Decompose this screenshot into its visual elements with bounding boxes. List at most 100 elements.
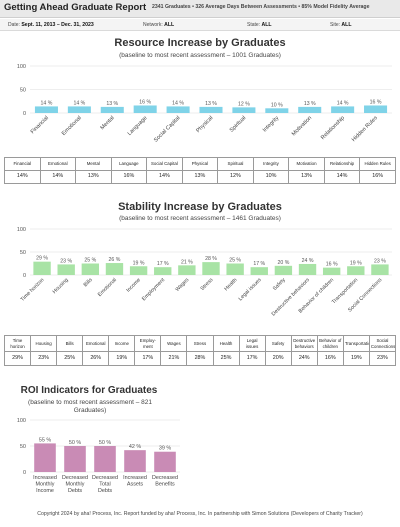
table-value-cell: 16%	[316, 351, 344, 366]
copyright-footer: Copyright 2024 by aha! Process, Inc. Rep…	[37, 511, 363, 517]
bar-decreased-benefits	[154, 451, 176, 472]
table-header-cell: Wages	[160, 335, 188, 352]
bar-decreased-total-debts	[94, 446, 116, 472]
bar-social-capital	[166, 106, 190, 113]
bar-income	[129, 266, 148, 275]
table-header-cell: Legal issues	[238, 335, 266, 352]
y-tick-label: 0	[23, 111, 26, 117]
table-header-cell: Health	[212, 335, 240, 352]
table-value-cell: 21%	[160, 351, 188, 366]
x-tick-label: Increased Assets	[123, 475, 147, 487]
data-label: 20 %	[277, 260, 289, 266]
x-tick-label: Social Capital	[153, 115, 181, 143]
table-value-cell: 13%	[75, 170, 112, 184]
table-value-cell: 14%	[39, 170, 77, 184]
table-header-cell: Time horizon	[3, 335, 32, 352]
stability-chart-subtitle: (baseline to most recent assessment – 14…	[119, 215, 281, 222]
y-tick-label: 50	[20, 250, 26, 256]
table-value-cell: 19%	[108, 351, 136, 366]
bar-bills	[81, 263, 100, 275]
site-filter-label: Site:	[330, 22, 341, 28]
x-tick-label: Physical	[195, 115, 214, 134]
state-filter[interactable]: State: ALL	[247, 22, 272, 28]
data-label: 13 %	[304, 101, 316, 107]
data-label: 10 %	[271, 102, 283, 108]
table-value-cell: 28%	[186, 351, 214, 366]
bar-relationship	[331, 106, 355, 113]
bar-destructive-behaviors	[298, 263, 317, 275]
table-header-cell: Destructive behaviors	[290, 335, 318, 352]
x-tick-label: Legal issues	[238, 277, 263, 302]
state-filter-value: ALL	[261, 22, 272, 28]
report-header: Getting Ahead Graduate Report 2341 Gradu…	[0, 0, 400, 18]
date-filter[interactable]: Date: Sept. 11, 2013 – Dec. 31, 2023	[8, 22, 94, 28]
x-tick-label: Decreased Total Debts	[92, 475, 118, 494]
table-header-cell: Hidden Rules	[359, 157, 396, 171]
x-tick-label: Wages	[175, 277, 191, 293]
y-tick-label: 100	[17, 227, 26, 233]
bar-time-horizon	[33, 261, 51, 275]
resource-chart-title: Resource Increase by Graduates	[114, 37, 286, 49]
y-tick-label: 100	[17, 418, 26, 424]
table-header-cell: Transportation	[342, 335, 370, 352]
table-value-cell: 10%	[252, 170, 290, 184]
bar-hidden-rules	[364, 105, 388, 113]
site-filter[interactable]: Site: ALL	[330, 22, 352, 28]
bar-health	[226, 263, 244, 275]
table-header-cell: Bills	[56, 335, 84, 352]
data-label: 39 %	[159, 446, 171, 452]
data-label: 29 %	[36, 256, 48, 262]
table-header-cell: Social Capital	[146, 157, 183, 171]
roi-bar-chart: 0 50 100 55 % Increased Monthly Income 50 % Decr…	[17, 418, 180, 494]
resource-chart-subtitle: (baseline to most recent assessment – 10…	[119, 52, 281, 59]
table-value-cell: 19%	[342, 351, 370, 366]
table-header-cell: Spiritual	[217, 157, 254, 171]
table-header-cell: Safety	[264, 335, 292, 352]
data-label: 14 %	[172, 100, 184, 106]
x-tick-label: Relationship	[320, 115, 346, 141]
table-value-cell: 25%	[56, 351, 84, 366]
data-label: 50 %	[69, 440, 81, 446]
data-label: 13 %	[205, 101, 217, 107]
data-label: 42 %	[129, 444, 141, 450]
y-tick-label: 0	[23, 470, 26, 476]
table-header-cell: Motivation	[288, 157, 325, 171]
stability-chart-title: Stability Increase by Graduates	[118, 201, 282, 213]
table-header-cell: Behavior of children	[316, 335, 344, 352]
x-tick-label: Health	[223, 277, 238, 292]
bar-employment	[154, 267, 172, 275]
table-value-cell: 12%	[217, 170, 254, 184]
network-filter[interactable]: Network: ALL	[143, 22, 174, 28]
table-header-cell: Relationship	[323, 157, 361, 171]
x-tick-label: Income	[125, 277, 142, 294]
data-label: 13 %	[106, 101, 118, 107]
data-label: 19 %	[133, 260, 145, 266]
data-label: 17 %	[157, 261, 169, 267]
bar-wages	[178, 265, 196, 275]
y-tick-label: 50	[20, 444, 26, 450]
table-value-cell: 13%	[181, 170, 219, 184]
data-label: 16 %	[326, 262, 338, 268]
bar-mental	[100, 106, 124, 113]
data-label: 17 %	[253, 261, 265, 267]
table-value-cell: 20%	[264, 351, 292, 366]
y-tick-label: 100	[17, 64, 26, 70]
stability-table: Time horizon Housing Bills Emotional Income E…	[3, 335, 397, 366]
x-tick-label: Housing	[52, 277, 70, 295]
stability-bar-chart: 0 50 100 29 % Time horizon 23 % Housing 25 % Bil…	[17, 227, 392, 317]
x-tick-label: Bills	[83, 277, 94, 288]
bar-social-connections	[371, 264, 389, 275]
table-header-cell: Mental	[75, 157, 112, 171]
bar-physical	[199, 106, 223, 113]
table-value-cell: 17%	[134, 351, 162, 366]
table-value-cell: 14%	[4, 170, 41, 184]
data-label: 19 %	[350, 260, 362, 266]
table-value-cell: 16%	[110, 170, 148, 184]
data-label: 26 %	[109, 257, 121, 263]
table-header-cell: Social Connections	[368, 335, 397, 352]
table-header-cell: Stress	[186, 335, 214, 352]
data-label: 23 %	[60, 258, 72, 264]
x-tick-label: Employment	[141, 277, 166, 302]
x-tick-label: Financial	[30, 115, 50, 135]
data-label: 14 %	[41, 100, 53, 106]
